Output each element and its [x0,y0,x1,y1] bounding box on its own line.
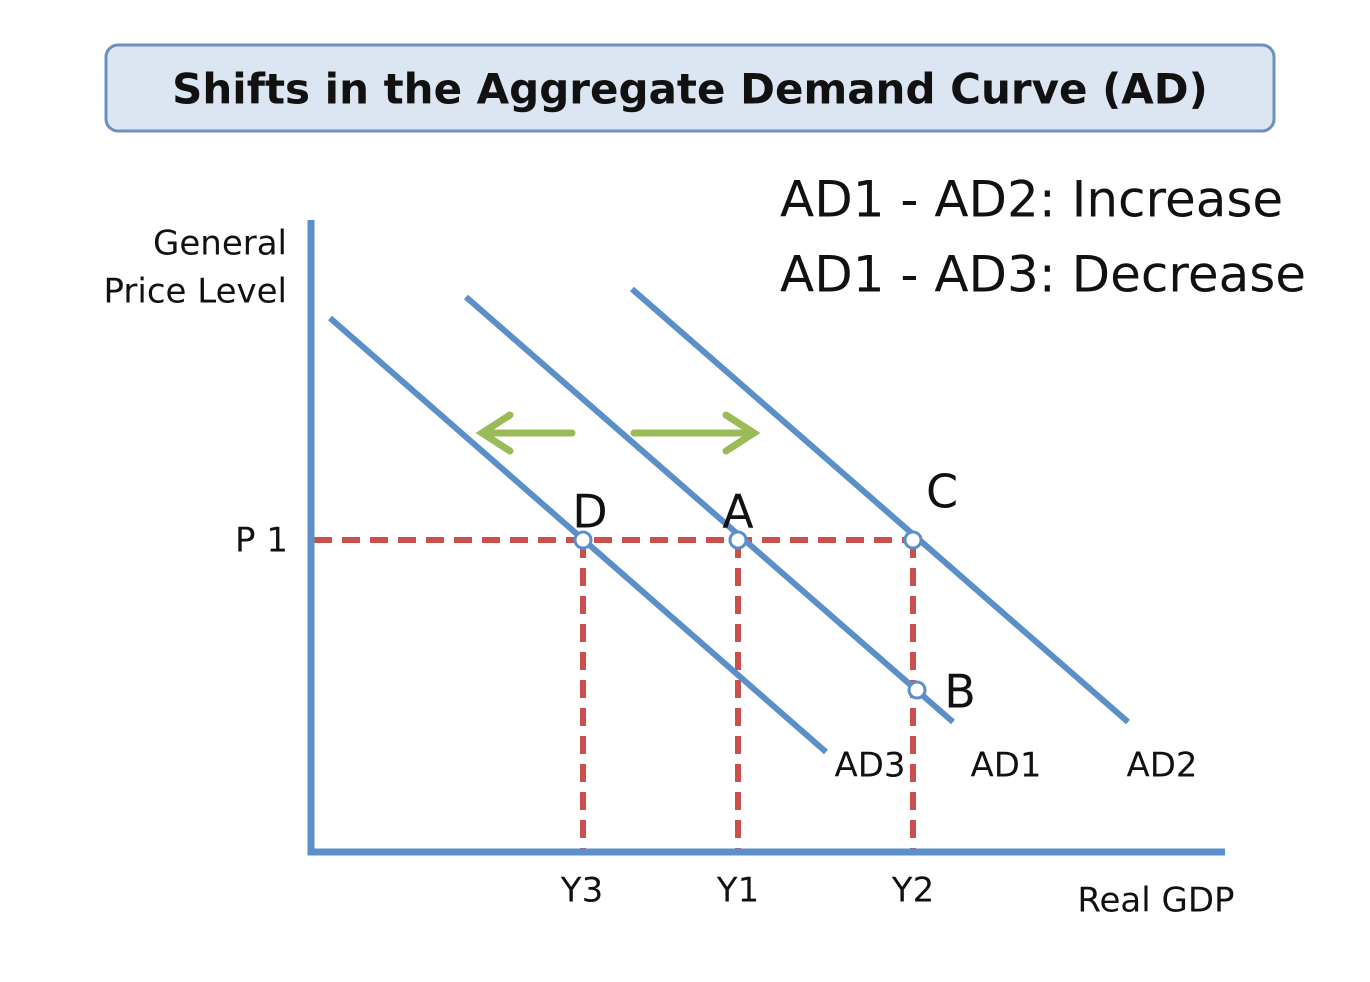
title-box [104,43,1276,133]
y-axis-label: General [153,224,287,264]
point [573,530,593,550]
curve-label: AD3 [834,746,905,786]
curve-label: AD1 [970,746,1041,786]
title: Shifts in the Aggregate Demand Curve (AD… [172,65,1208,114]
point-label: A [722,485,754,539]
shift-arrow-head [475,411,514,455]
quantity-label: Y1 [716,871,759,911]
curve-label: AD2 [1126,746,1197,786]
ad2-curve [630,286,1130,725]
point [907,680,927,700]
point [728,530,748,550]
point-label: B [944,665,976,719]
quantity-label: Y2 [891,871,934,911]
y-axis-label: Price Level [104,272,288,312]
note: AD1 - AD3: Decrease [780,246,1306,304]
shift-arrow-head [722,411,761,455]
x-axis-label: Real GDP [1077,881,1234,921]
point [903,530,923,550]
note: AD1 - AD2: Increase [780,171,1283,229]
ad1-curve [464,294,955,725]
point-label: C [926,465,958,519]
quantity-label: Y3 [560,871,603,911]
price-label: P 1 [235,521,288,561]
point-label: D [572,485,607,539]
